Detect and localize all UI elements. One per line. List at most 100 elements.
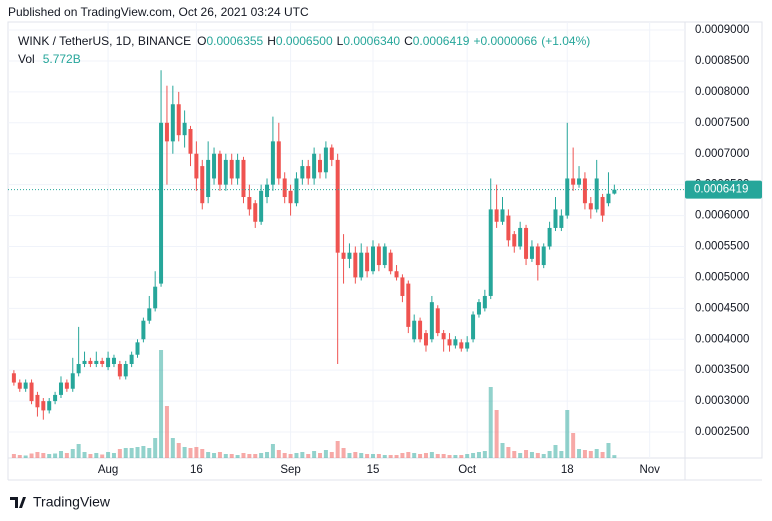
candle-body [606,193,611,204]
candle-body [265,184,270,198]
volume-bar [524,450,529,458]
candle-body [553,209,558,228]
candle-body [41,401,46,411]
candle-body [541,246,546,266]
volume-bar [100,454,105,458]
last-price-box [685,180,762,199]
candle-body [476,302,481,315]
candle-body [612,189,617,194]
volume-bar [29,453,34,458]
volume-bar [370,454,375,458]
x-tick-label: Aug [98,464,118,476]
ohlc-value: 0.0006340 [343,34,400,48]
candle-body [206,159,211,198]
volume-bar [53,453,58,458]
volume-bar [341,448,346,458]
y-tick-label: 0.0002500 [695,426,749,438]
candle-body [147,308,152,321]
volume-bar [582,450,587,458]
candle-body [135,342,140,355]
ohlc-value: 0.0006355 [207,34,264,48]
ohlc-letter: H [267,34,276,48]
volume-bar [588,451,593,458]
y-tick-label: 0.0009000 [695,24,749,36]
volume-bar [353,452,358,458]
volume-bar [347,453,352,458]
volume-bar [471,453,476,458]
candle-body [465,342,470,349]
candle-body [453,339,458,346]
volume-bar [176,443,181,458]
volume-bar [76,444,81,458]
volume-bar [435,454,440,458]
candle-body [388,252,393,272]
candle-body [64,382,69,389]
candle-body [217,153,222,185]
volume-bar [329,452,334,458]
ohlc-value: 0.0006500 [276,34,333,48]
volume-bar [47,454,52,458]
candle-body [588,203,593,210]
x-tick-label: Oct [458,464,477,476]
volume-bar [606,443,611,458]
volume-bar [123,448,128,458]
volume-bar [453,455,458,458]
candle-body [577,178,582,185]
candle-body [82,360,87,364]
y-tick-label: 0.0007000 [695,148,749,160]
volume-bar [164,406,169,458]
volume-bar [388,455,393,458]
candle-body [194,153,199,179]
volume-bar [153,438,158,458]
volume-bar [476,452,481,458]
volume-bar [17,455,22,458]
candle-body [11,373,16,383]
candle-body [253,203,258,222]
candle-body [200,166,205,204]
volume-bar [159,350,164,458]
candle-body [123,363,128,377]
candle-body [488,209,493,296]
candle-body [35,394,40,408]
volume-bar [441,454,446,458]
volume-bar [241,453,246,458]
candle-body [471,314,476,340]
volume-bar [94,453,99,458]
candle-body [429,302,434,340]
volume-bar [41,453,46,458]
candle-body [376,246,381,266]
volume-bar [194,447,199,458]
volume-bar [129,448,134,458]
x-tick-label: Nov [639,464,660,476]
volume-bar [547,451,552,458]
candle-body [512,234,517,247]
candle-body [235,159,240,179]
published-note: Published on TradingView.com, Oct 26, 20… [8,5,309,19]
volume-bar [312,451,317,458]
volume-bar [488,387,493,458]
candle-body [53,394,58,402]
y-tick-label: 0.0005000 [695,271,749,283]
candle-body [164,122,169,142]
candle-body [100,360,105,364]
volume-bar [182,447,187,458]
candle-body [559,215,564,228]
last-price-label: 0.0006419 [694,184,748,196]
y-tick-label: 0.0004500 [695,302,749,314]
candle-body [270,141,275,185]
volume-bar [482,451,487,458]
candle-body [441,333,446,340]
candle-body [276,141,281,179]
candle-body [370,246,375,272]
volume-bar [70,449,75,458]
candle-body [188,128,193,154]
candle-body [94,360,99,364]
volume-bar [423,453,428,458]
volume-bar [612,455,617,458]
change-percent: (+1.04%) [541,34,590,48]
candle-body [129,354,134,364]
ohlc-letter: O [197,34,206,48]
volume-bar [206,452,211,458]
volume-bar [247,454,252,458]
candle-body [176,104,181,136]
